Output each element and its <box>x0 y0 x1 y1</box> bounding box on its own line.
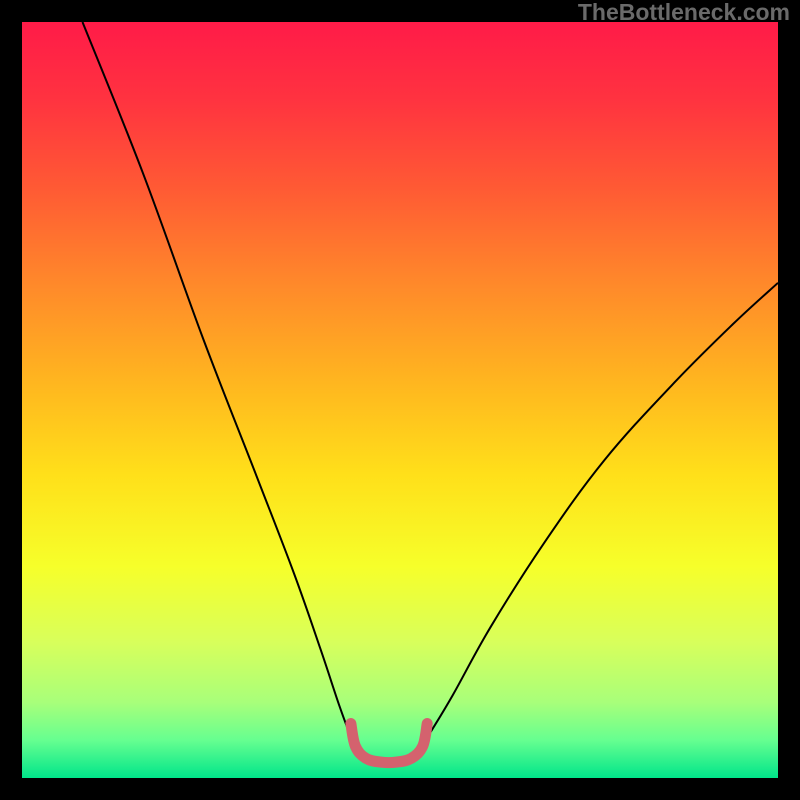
gradient-background <box>22 22 778 778</box>
plot-area <box>22 22 778 778</box>
plot-svg <box>22 22 778 778</box>
watermark-text: TheBottleneck.com <box>578 0 790 26</box>
chart-stage: TheBottleneck.com <box>0 0 800 800</box>
